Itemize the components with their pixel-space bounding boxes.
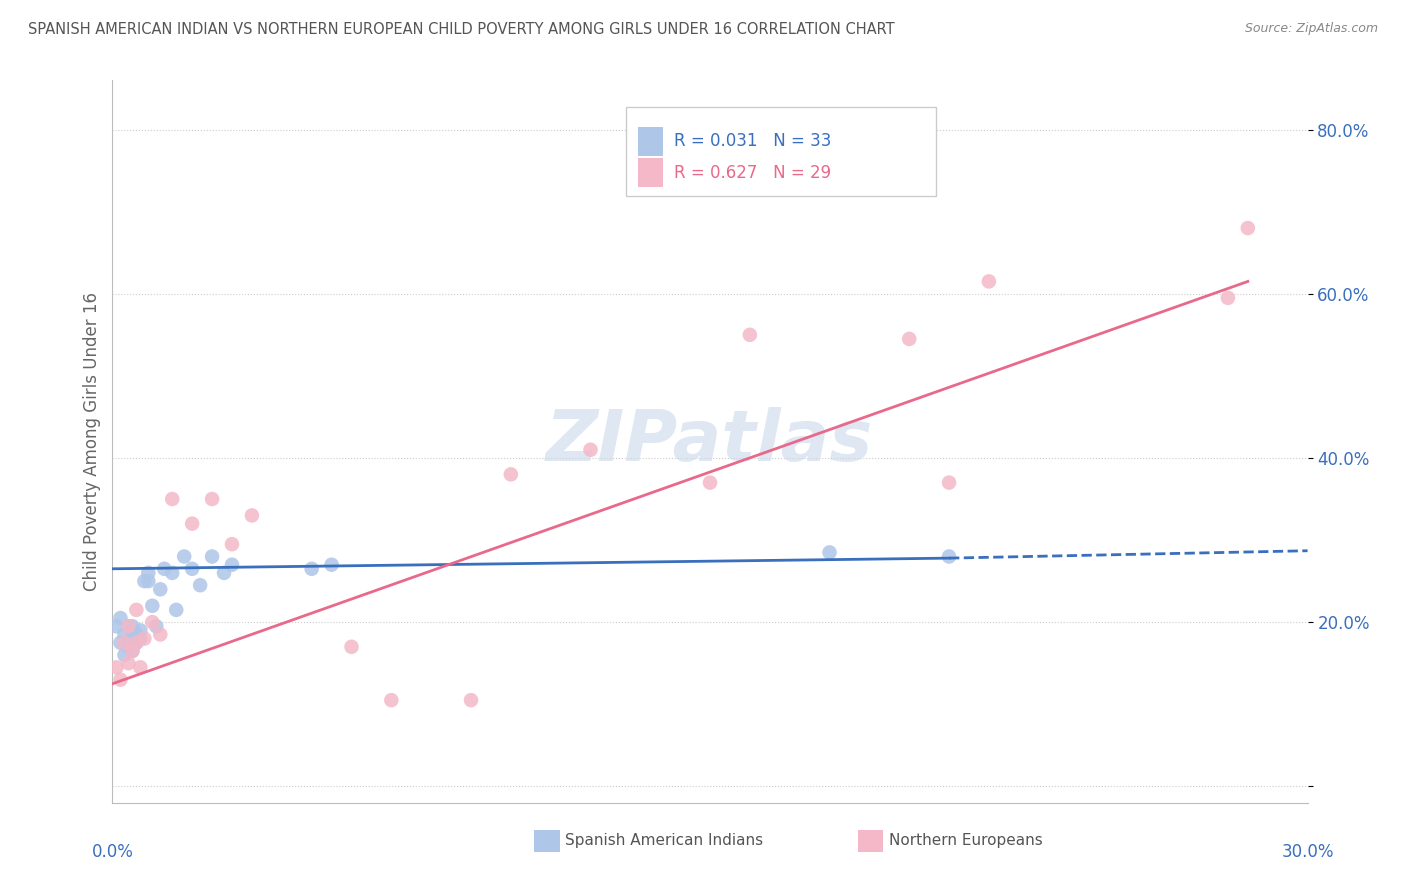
Point <box>738 327 761 342</box>
Point <box>129 624 152 638</box>
Point <box>977 275 1000 289</box>
Point <box>938 475 960 490</box>
Point <box>380 693 402 707</box>
Point <box>125 603 148 617</box>
Point <box>117 619 139 633</box>
Text: Source: ZipAtlas.com: Source: ZipAtlas.com <box>1244 22 1378 36</box>
Point <box>1237 221 1260 235</box>
Y-axis label: Child Poverty Among Girls Under 16: Child Poverty Among Girls Under 16 <box>83 292 101 591</box>
Point <box>153 562 176 576</box>
Point <box>149 627 172 641</box>
Point <box>181 516 204 531</box>
Point <box>938 549 960 564</box>
Point <box>212 566 235 580</box>
Text: SPANISH AMERICAN INDIAN VS NORTHERN EUROPEAN CHILD POVERTY AMONG GIRLS UNDER 16 : SPANISH AMERICAN INDIAN VS NORTHERN EURO… <box>28 22 894 37</box>
Point <box>145 619 167 633</box>
Text: R = 0.031   N = 33: R = 0.031 N = 33 <box>675 133 831 151</box>
Point <box>699 475 721 490</box>
Point <box>141 615 163 630</box>
Point <box>110 673 132 687</box>
Point <box>121 632 143 646</box>
Text: R = 0.627   N = 29: R = 0.627 N = 29 <box>675 164 831 182</box>
Point <box>110 611 132 625</box>
Point <box>818 545 841 559</box>
Point <box>240 508 263 523</box>
Point <box>105 619 128 633</box>
Point <box>1216 291 1239 305</box>
Point <box>134 632 156 646</box>
Point <box>173 549 195 564</box>
Point <box>138 574 160 588</box>
Point <box>121 644 143 658</box>
Point <box>114 636 135 650</box>
Point <box>221 558 243 572</box>
Point <box>321 558 343 572</box>
Text: ZIPatlas: ZIPatlas <box>547 407 873 476</box>
Point <box>301 562 323 576</box>
Point <box>125 636 148 650</box>
Point <box>114 648 135 662</box>
Point <box>125 636 148 650</box>
Point <box>121 644 143 658</box>
Text: 30.0%: 30.0% <box>1281 843 1334 861</box>
Point <box>114 627 135 641</box>
Point <box>579 442 602 457</box>
Point <box>117 640 139 654</box>
Point <box>117 619 139 633</box>
Point <box>201 549 224 564</box>
Point <box>141 599 163 613</box>
Text: Northern Europeans: Northern Europeans <box>889 833 1042 848</box>
Point <box>340 640 363 654</box>
Point <box>117 657 139 671</box>
Point <box>499 467 522 482</box>
Point <box>188 578 211 592</box>
Point <box>201 491 224 506</box>
Point <box>138 566 160 580</box>
Point <box>149 582 172 597</box>
Point <box>460 693 482 707</box>
Text: Spanish American Indians: Spanish American Indians <box>565 833 763 848</box>
Point <box>898 332 921 346</box>
Point <box>105 660 128 674</box>
Point <box>110 636 132 650</box>
Point <box>129 660 152 674</box>
Point <box>162 491 183 506</box>
Point <box>181 562 204 576</box>
Point <box>165 603 187 617</box>
Point <box>125 627 148 641</box>
Point <box>221 537 243 551</box>
Point <box>129 632 152 646</box>
Point <box>162 566 183 580</box>
Point <box>134 574 156 588</box>
Point <box>121 619 143 633</box>
Text: 0.0%: 0.0% <box>91 843 134 861</box>
